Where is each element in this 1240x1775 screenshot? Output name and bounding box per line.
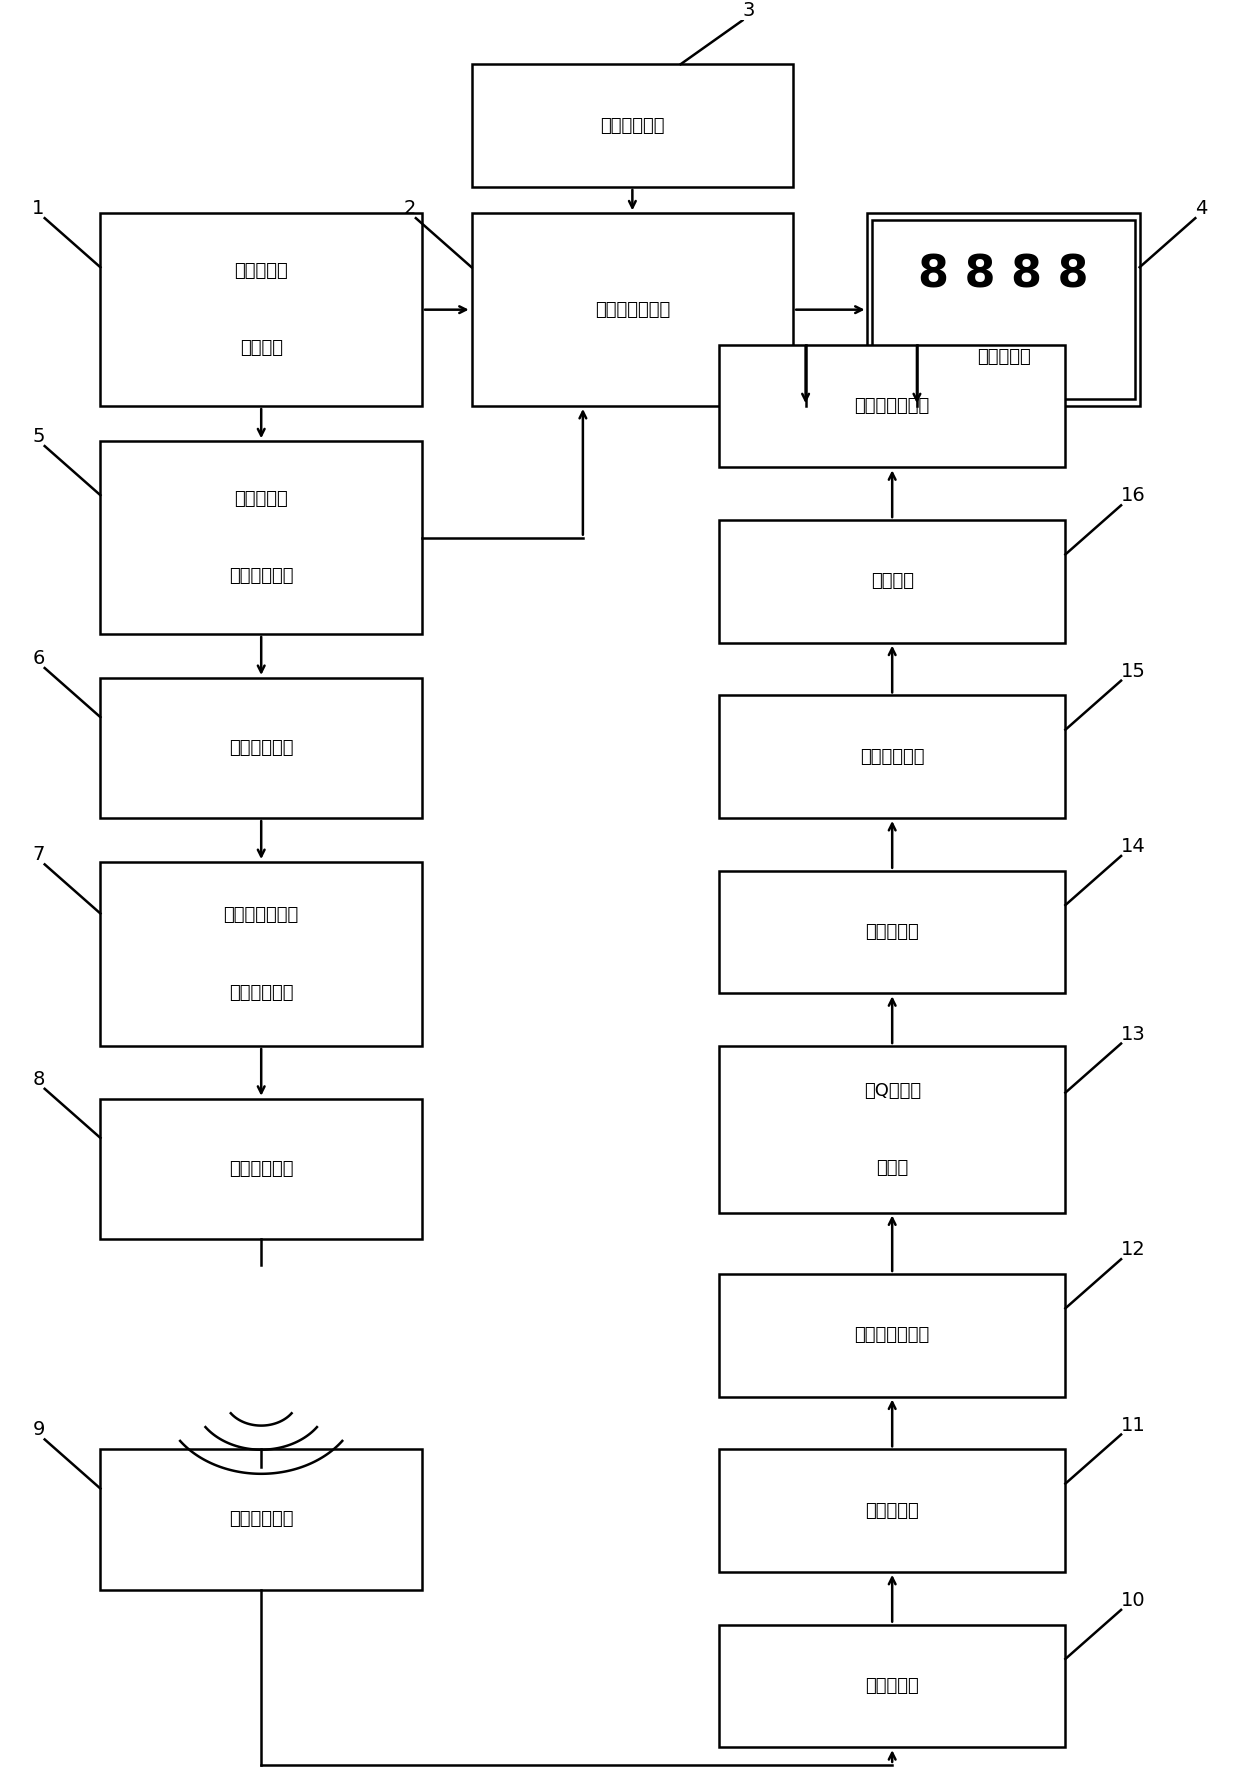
Bar bbox=[100, 678, 422, 818]
Bar bbox=[100, 1448, 422, 1590]
Text: 超声波发生器: 超声波发生器 bbox=[229, 738, 294, 756]
Bar bbox=[868, 213, 1140, 406]
Bar bbox=[100, 1099, 422, 1239]
Text: 高Q值带通: 高Q值带通 bbox=[863, 1081, 921, 1100]
Text: 8: 8 bbox=[32, 1070, 45, 1088]
Bar bbox=[719, 1448, 1065, 1573]
Text: 计数川振荡器: 计数川振荡器 bbox=[600, 117, 665, 135]
Text: 3: 3 bbox=[743, 2, 755, 20]
Text: 6: 6 bbox=[32, 650, 45, 667]
Text: 个数控制设置: 个数控制设置 bbox=[229, 568, 294, 586]
Text: 1: 1 bbox=[32, 199, 45, 218]
Text: 7: 7 bbox=[32, 845, 45, 864]
Text: 增益控制放大器: 增益控制放大器 bbox=[854, 1326, 930, 1344]
Text: 4: 4 bbox=[1195, 199, 1208, 218]
Text: 微分和过零检测: 微分和过零检测 bbox=[854, 398, 930, 415]
Text: 10: 10 bbox=[1121, 1590, 1146, 1610]
Text: 差分放大器: 差分放大器 bbox=[866, 1502, 919, 1519]
Text: 超声波发射头高: 超声波发射头高 bbox=[223, 907, 299, 925]
Text: 超声波脉冲: 超声波脉冲 bbox=[234, 490, 288, 508]
Text: 11: 11 bbox=[1121, 1415, 1146, 1434]
Bar bbox=[719, 872, 1065, 994]
Text: 2: 2 bbox=[403, 199, 415, 218]
Text: 15: 15 bbox=[1121, 662, 1146, 680]
Text: 间隔控制: 间隔控制 bbox=[239, 339, 283, 357]
Text: 变指数放大器: 变指数放大器 bbox=[859, 747, 925, 765]
Bar bbox=[100, 863, 422, 1045]
Text: 超声波发射头: 超声波发射头 bbox=[229, 1159, 294, 1179]
Text: 5: 5 bbox=[32, 428, 45, 446]
Bar bbox=[100, 442, 422, 634]
Text: 8 8 8 8: 8 8 8 8 bbox=[919, 254, 1089, 296]
Bar bbox=[873, 220, 1135, 399]
Text: 超声波发射: 超声波发射 bbox=[234, 263, 288, 280]
Bar bbox=[719, 344, 1065, 467]
Bar bbox=[719, 520, 1065, 643]
Bar bbox=[719, 696, 1065, 818]
Text: 计数、显示: 计数、显示 bbox=[977, 348, 1030, 366]
Text: 差分放大器: 差分放大器 bbox=[866, 1677, 919, 1695]
Text: 超声波接收头: 超声波接收头 bbox=[229, 1511, 294, 1528]
Text: 12: 12 bbox=[1121, 1241, 1146, 1258]
Text: 半波整流器: 半波整流器 bbox=[866, 923, 919, 941]
Bar bbox=[471, 64, 794, 186]
Text: 电压差分驱动: 电压差分驱动 bbox=[229, 983, 294, 1001]
Text: 13: 13 bbox=[1121, 1024, 1146, 1044]
Text: 9: 9 bbox=[32, 1420, 45, 1440]
Bar bbox=[719, 1624, 1065, 1747]
Text: 门限比较: 门限比较 bbox=[870, 572, 914, 591]
Bar bbox=[471, 213, 794, 406]
Bar bbox=[719, 1274, 1065, 1397]
Text: 14: 14 bbox=[1121, 838, 1146, 856]
Bar bbox=[100, 213, 422, 406]
Text: 计数启、闭控制: 计数启、闭控制 bbox=[595, 300, 670, 320]
Text: 滤波器: 滤波器 bbox=[877, 1159, 909, 1177]
Bar bbox=[719, 1045, 1065, 1212]
Text: 16: 16 bbox=[1121, 486, 1146, 506]
